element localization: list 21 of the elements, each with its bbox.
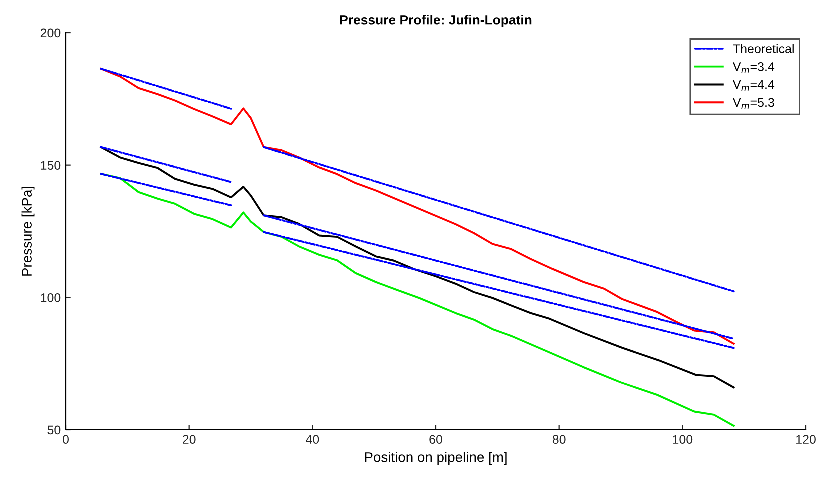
x-tick-label: 100 xyxy=(673,435,693,444)
legend-label: V$_{m}$=3.4 xyxy=(732,62,775,74)
x-tick-label: 60 xyxy=(430,435,442,444)
chart-title: Pressure Profile: Jufin-Lopatin xyxy=(340,15,532,28)
x-tick-label: 120 xyxy=(796,435,816,444)
y-tick-label: 50 xyxy=(48,426,61,435)
line-series xyxy=(100,146,735,389)
y-tick-label: 100 xyxy=(41,293,61,302)
line-series xyxy=(100,68,735,345)
legend-label: V$_{m}$=4.4 xyxy=(732,80,775,92)
y-tick-label: 150 xyxy=(41,161,61,170)
y-axis-title: Pressure [kPa] xyxy=(22,186,35,276)
legend-label: V$_{m}$=5.3 xyxy=(732,98,774,110)
x-axis-title: Position on pipeline [m] xyxy=(365,452,507,466)
x-tick-label: 20 xyxy=(183,435,196,444)
line-series xyxy=(100,173,735,428)
x-tick-label: 40 xyxy=(306,435,320,444)
legend-label: Theoretical xyxy=(733,44,794,54)
x-tick-label: 80 xyxy=(552,435,566,444)
y-tick-label: 200 xyxy=(40,28,61,38)
x-tick-label: 0 xyxy=(63,435,69,444)
